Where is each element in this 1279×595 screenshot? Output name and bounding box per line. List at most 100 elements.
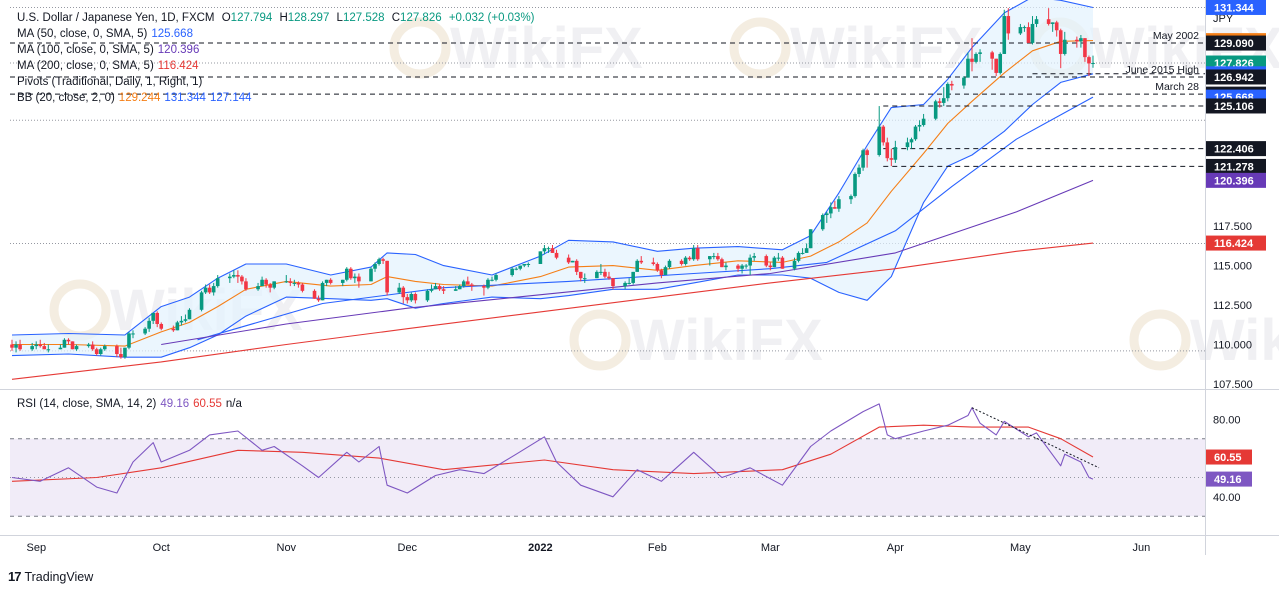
candle-body (316, 298, 321, 301)
candle-body (748, 257, 752, 266)
candle (38, 339, 43, 348)
candle-body (627, 282, 631, 284)
candle-body (409, 293, 414, 301)
candle (518, 265, 523, 271)
candle (461, 279, 466, 288)
candle (1046, 8, 1051, 26)
candle-body (510, 268, 514, 276)
candle-body (58, 347, 63, 350)
candle-body (651, 262, 656, 264)
candle-body (349, 268, 353, 279)
candle-body (10, 344, 14, 348)
indicator-legend-row[interactable]: MA (100, close, 0, SMA, 5) 120.396 (17, 42, 203, 58)
candle-body (542, 248, 547, 252)
candle (659, 268, 664, 279)
candle (833, 200, 837, 209)
candle (320, 281, 325, 301)
indicator-value: 127.144 (209, 92, 252, 104)
candle (292, 279, 297, 287)
price-badge-label: 131.344 (1214, 2, 1255, 14)
indicator-legend-row[interactable]: MA (200, close, 0, SMA, 5) 116.424 (17, 58, 203, 74)
candle (203, 284, 208, 294)
candle (470, 282, 474, 291)
candle (433, 282, 438, 290)
candle (627, 278, 631, 285)
candle-body (712, 256, 716, 258)
candle-body (913, 126, 918, 140)
candle (405, 293, 410, 304)
candle-body (1022, 27, 1027, 29)
candle (215, 275, 220, 288)
candle-body (1054, 22, 1059, 31)
price-badge: 121.278 (1206, 158, 1266, 174)
indicator-legend-row[interactable]: Pivots (Traditional, Daily, 1, Right, 1) (17, 74, 206, 90)
candle-body (720, 259, 724, 268)
candle (1050, 22, 1055, 32)
watermark-logo-icon (389, 17, 451, 79)
candle-body (1034, 19, 1039, 24)
symbol-legend: U.S. Dollar / Japanese Yen, 1D, FXCM O12… (17, 10, 539, 26)
candle (663, 265, 668, 276)
candle-body (978, 52, 982, 54)
candle (357, 273, 361, 288)
tradingview-logo[interactable]: 17 TradingView (8, 569, 93, 584)
candle (119, 347, 123, 359)
candle-body (566, 257, 571, 263)
candle-body (74, 346, 79, 350)
candle (1006, 8, 1011, 40)
candle-body (780, 257, 785, 269)
candle-body (905, 142, 910, 148)
candle (990, 50, 994, 70)
level-label: May 2002 (1153, 30, 1199, 42)
candle-body (679, 260, 684, 264)
candle-body (183, 319, 188, 321)
price-tick-label: 117.500 (1213, 221, 1252, 233)
candle (574, 259, 579, 276)
candle (288, 278, 293, 287)
candle-body (950, 83, 954, 86)
candle-body (381, 259, 385, 261)
candle (962, 76, 966, 89)
candle-body (1079, 38, 1083, 42)
candle (881, 125, 886, 146)
price-badge-label: 125.106 (1214, 101, 1254, 113)
candle (865, 148, 869, 168)
candle-body (211, 286, 216, 293)
indicator-legend-row[interactable]: MA (50, close, 0, SMA, 5) 125.668 (17, 26, 197, 42)
currency-label: JPY (1213, 13, 1234, 25)
candle-body (800, 252, 805, 254)
candle (328, 278, 333, 285)
candle-body (607, 276, 611, 279)
candle-body (667, 260, 672, 268)
candle-body (546, 248, 551, 250)
candle (429, 284, 434, 293)
indicator-legend-row[interactable]: BB (20, close, 2, 0) 129.244 131.344 127.14… (17, 90, 256, 106)
candle (861, 148, 865, 171)
candle-body (175, 322, 180, 331)
candle (514, 267, 518, 271)
candle-body (66, 339, 71, 342)
candle (566, 254, 571, 264)
candle (98, 347, 103, 356)
candle (183, 314, 188, 323)
candle (127, 331, 131, 350)
candle (635, 259, 640, 272)
candle (401, 286, 406, 304)
candle-body (792, 260, 797, 269)
candle-body (1087, 57, 1091, 64)
candle-body (966, 58, 970, 78)
candle (340, 279, 345, 287)
price-badge-bg (1206, 0, 1266, 15)
candle (595, 270, 599, 279)
candle-body (663, 267, 668, 276)
candle (538, 251, 543, 264)
candle-body (933, 101, 938, 119)
candle (296, 281, 301, 288)
watermark-logo-icon (569, 309, 631, 371)
rsi-badge: 60.55 (1206, 449, 1252, 465)
candle-body (824, 213, 829, 216)
candle-body (373, 263, 377, 269)
indicator-label: Pivots (Traditional, Daily, 1, Right, 1) (17, 76, 203, 88)
candle-body (324, 279, 329, 283)
candle (917, 120, 922, 132)
